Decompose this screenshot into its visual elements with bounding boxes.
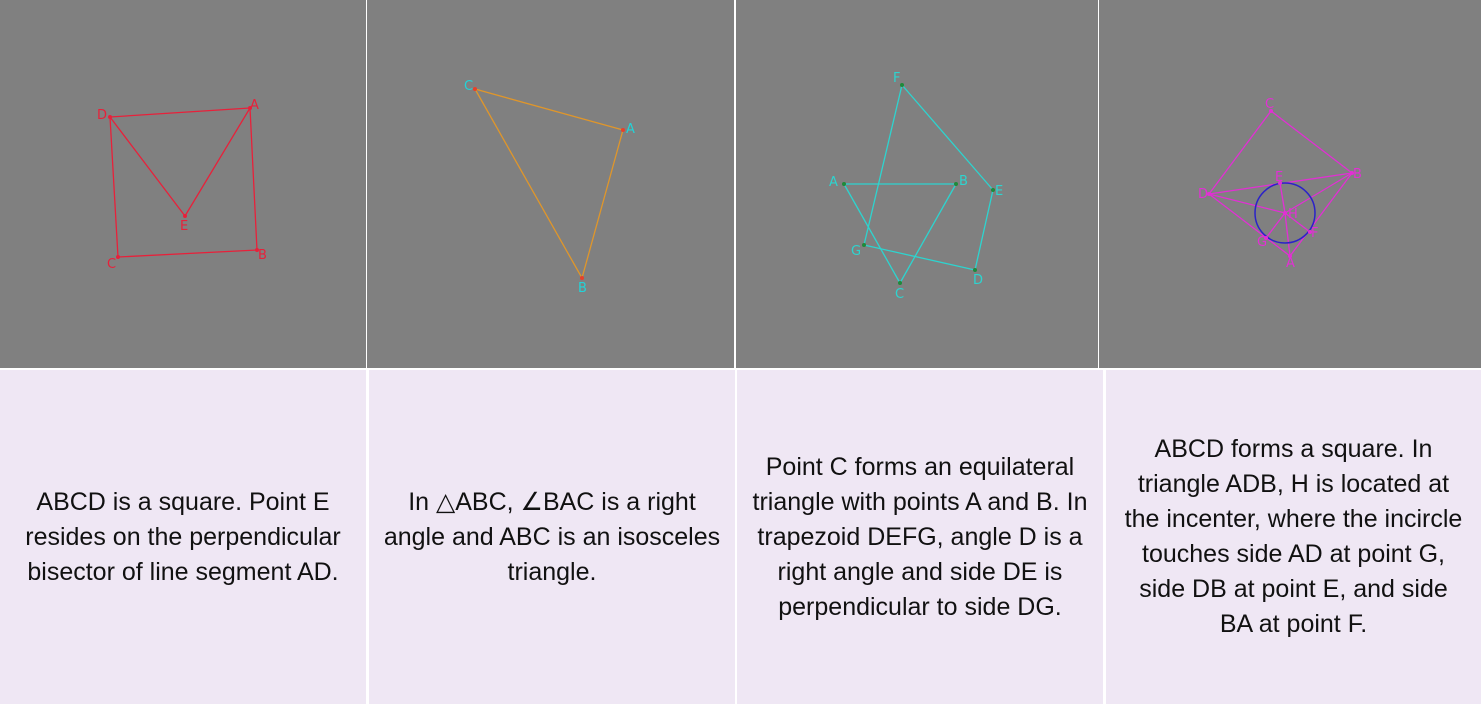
label-a: A <box>250 98 259 113</box>
segment-cb <box>1270 110 1353 174</box>
segment-ab <box>581 129 624 279</box>
label-b: B <box>959 174 968 189</box>
point-c <box>1269 109 1273 113</box>
segment-bc <box>474 88 583 279</box>
label-e: E <box>995 184 1003 199</box>
label-c: C <box>1265 97 1274 112</box>
point-e <box>1278 181 1282 185</box>
label-c: C <box>895 287 904 302</box>
panel-3-caption: Point C forms an equilateral triangle wi… <box>752 452 1088 621</box>
segment-dg <box>863 244 976 271</box>
point-d <box>1207 192 1211 196</box>
panel-3-figure: A B C D E F G <box>736 0 1098 368</box>
segment-da <box>109 107 251 118</box>
point-f <box>900 83 904 87</box>
segment-hg <box>1265 212 1286 239</box>
point-a <box>621 128 625 132</box>
panel-3-caption-box: Point C forms an equilateral triangle wi… <box>737 370 1103 704</box>
point-b <box>1350 171 1354 175</box>
incircle <box>1254 182 1316 244</box>
label-d: D <box>1198 187 1208 202</box>
segment-da <box>1208 193 1291 257</box>
point-d <box>108 115 112 119</box>
segment-bc <box>117 249 258 258</box>
point-c <box>473 87 477 91</box>
label-b: B <box>578 281 587 296</box>
right-isosceles-triangle-diagram: A B C <box>464 79 635 296</box>
panel-2-caption-box: In △ABC, ∠BAC is a right angle and ABC i… <box>369 370 735 704</box>
segment-cd <box>109 116 119 258</box>
label-b: B <box>258 248 267 263</box>
label-b: B <box>1353 167 1362 182</box>
segment-gf <box>863 84 903 246</box>
segment-ea <box>184 107 251 217</box>
point-c <box>898 281 902 285</box>
point-e <box>183 214 187 218</box>
label-e: E <box>180 219 188 234</box>
triangle-and-trapezoid-diagram: A B C D E F G <box>829 71 1003 302</box>
panel-1-caption-box: ABCD is a square. Point E resides on the… <box>0 370 366 704</box>
label-g: G <box>1257 235 1267 250</box>
segment-bc <box>899 183 957 284</box>
label-f: F <box>893 71 900 86</box>
square-incircle-diagram: A B C D E F G H <box>1198 97 1362 271</box>
panel-1-figure: A B C D E <box>0 0 366 368</box>
point-a <box>842 182 846 186</box>
point-h <box>1283 211 1287 215</box>
point-g <box>1264 236 1268 240</box>
point-d <box>973 268 977 272</box>
panel-4-caption-box: ABCD forms a square. In triangle ADB, H … <box>1106 370 1481 704</box>
label-c: C <box>464 79 473 94</box>
label-a: A <box>829 175 838 190</box>
panel-2-caption: In △ABC, ∠BAC is a right angle and ABC i… <box>383 487 721 586</box>
segment-ed <box>974 189 994 271</box>
panel-4-figure: A B C D E F G H <box>1099 0 1481 368</box>
point-f <box>1308 230 1312 234</box>
segment-ca <box>474 88 624 131</box>
label-a: A <box>1286 256 1295 271</box>
point-b <box>580 276 584 280</box>
label-g: G <box>851 244 861 259</box>
segment-he <box>1279 182 1286 214</box>
square-with-point-e-diagram: A B C D E <box>97 98 267 272</box>
label-h: H <box>1288 207 1298 222</box>
segment-ah <box>1284 212 1291 257</box>
label-d: D <box>97 108 107 123</box>
point-a <box>248 106 252 110</box>
label-e: E <box>1275 170 1283 185</box>
label-f: F <box>1311 226 1318 241</box>
segment-hf <box>1284 212 1311 233</box>
segment-bh <box>1284 172 1353 214</box>
panel-2-figure: A B C <box>367 0 734 368</box>
segment-fe <box>901 84 994 191</box>
label-c: C <box>107 257 116 272</box>
point-b <box>954 182 958 186</box>
point-g <box>862 243 866 247</box>
segment-ca <box>843 183 901 284</box>
segment-cd <box>1208 110 1272 195</box>
label-d: D <box>973 273 983 288</box>
point-c <box>116 255 120 259</box>
point-a <box>1288 254 1292 258</box>
label-a: A <box>626 122 635 137</box>
segment-ab <box>249 107 258 251</box>
point-b <box>255 248 259 252</box>
segment-de <box>109 116 186 217</box>
segment-ba <box>1289 172 1353 257</box>
segment-dh <box>1208 193 1286 214</box>
panel-1-caption: ABCD is a square. Point E resides on the… <box>25 487 341 586</box>
panel-4-caption: ABCD forms a square. In triangle ADB, H … <box>1124 435 1463 638</box>
point-e <box>991 188 995 192</box>
